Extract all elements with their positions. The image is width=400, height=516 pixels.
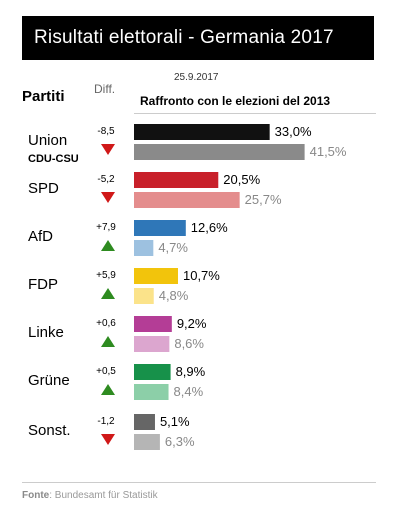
arrow-down-icon-union — [101, 144, 115, 155]
arrow-down-icon-sonst — [101, 434, 115, 445]
bar-afd-2017 — [134, 220, 186, 236]
value-label-fdp-2013: 4,8% — [159, 288, 189, 303]
bar-spd-2013 — [134, 192, 240, 208]
bar-afd-2013 — [134, 240, 154, 256]
value-label-gr-ne-2017: 8,9% — [176, 364, 206, 379]
value-label-fdp-2017: 10,7% — [183, 268, 220, 283]
bar-fdp-2013 — [134, 288, 154, 304]
value-label-afd-2013: 4,7% — [158, 240, 188, 255]
value-label-spd-2017: 20,5% — [223, 172, 260, 187]
value-label-spd-2013: 25,7% — [245, 192, 282, 207]
diff-value-union: -8,5 — [97, 126, 115, 137]
diff-header: Diff. — [94, 82, 116, 96]
diff-value-gr-ne: +0,5 — [96, 366, 116, 377]
parties-header: Partiti — [22, 88, 65, 105]
bar-gr-ne-2017 — [134, 364, 171, 380]
chart-title: Risultati elettorali - Germania 2017 — [22, 16, 374, 60]
bar-linke-2017 — [134, 316, 172, 332]
bar-sonst-2017 — [134, 414, 155, 430]
bar-spd-2017 — [134, 172, 219, 188]
source-label: Fonte — [22, 490, 50, 501]
category-label-fdp: FDP — [28, 276, 58, 293]
category-sublabel-union: CDU-CSU — [28, 153, 79, 165]
category-label-afd: AfD — [28, 228, 53, 245]
category-label-gr-ne: Grüne — [28, 372, 70, 389]
bar-fdp-2017 — [134, 268, 178, 284]
value-label-afd-2017: 12,6% — [191, 220, 228, 235]
diff-value-fdp: +5,9 — [96, 270, 116, 281]
bar-union-2013 — [134, 144, 305, 160]
bar-union-2017 — [134, 124, 270, 140]
source-note: Fonte: Bundesamt für Statistik — [22, 490, 158, 501]
value-label-gr-ne-2013: 8,4% — [174, 384, 204, 399]
arrow-up-icon-afd — [101, 240, 115, 251]
header-divider — [134, 113, 376, 114]
diff-value-sonst: -1,2 — [97, 416, 115, 427]
category-label-sonst: Sonst. — [28, 422, 71, 439]
category-label-linke: Linke — [28, 324, 64, 341]
diff-value-linke: +0,6 — [96, 318, 116, 329]
value-label-sonst-2013: 6,3% — [165, 434, 195, 449]
arrow-down-icon-spd — [101, 192, 115, 203]
source-text: : Bundesamt für Statistik — [49, 490, 158, 501]
diff-value-afd: +7,9 — [96, 222, 116, 233]
date-label: 25.9.2017 — [174, 72, 219, 83]
value-label-linke-2017: 9,2% — [177, 316, 207, 331]
arrow-up-icon-gr-ne — [101, 384, 115, 395]
arrow-up-icon-fdp — [101, 288, 115, 299]
diff-value-spd: -5,2 — [97, 174, 115, 185]
bar-sonst-2013 — [134, 434, 160, 450]
comparison-label: Raffronto con le elezioni del 2013 — [140, 94, 331, 108]
category-label-union: Union — [28, 132, 67, 149]
footer-divider — [22, 482, 376, 483]
value-label-linke-2013: 8,6% — [174, 336, 204, 351]
value-label-sonst-2017: 5,1% — [160, 414, 190, 429]
bar-gr-ne-2013 — [134, 384, 169, 400]
bar-linke-2013 — [134, 336, 170, 352]
category-label-spd: SPD — [28, 180, 59, 197]
value-label-union-2017: 33,0% — [275, 124, 312, 139]
arrow-up-icon-linke — [101, 336, 115, 347]
value-label-union-2013: 41,5% — [310, 144, 347, 159]
